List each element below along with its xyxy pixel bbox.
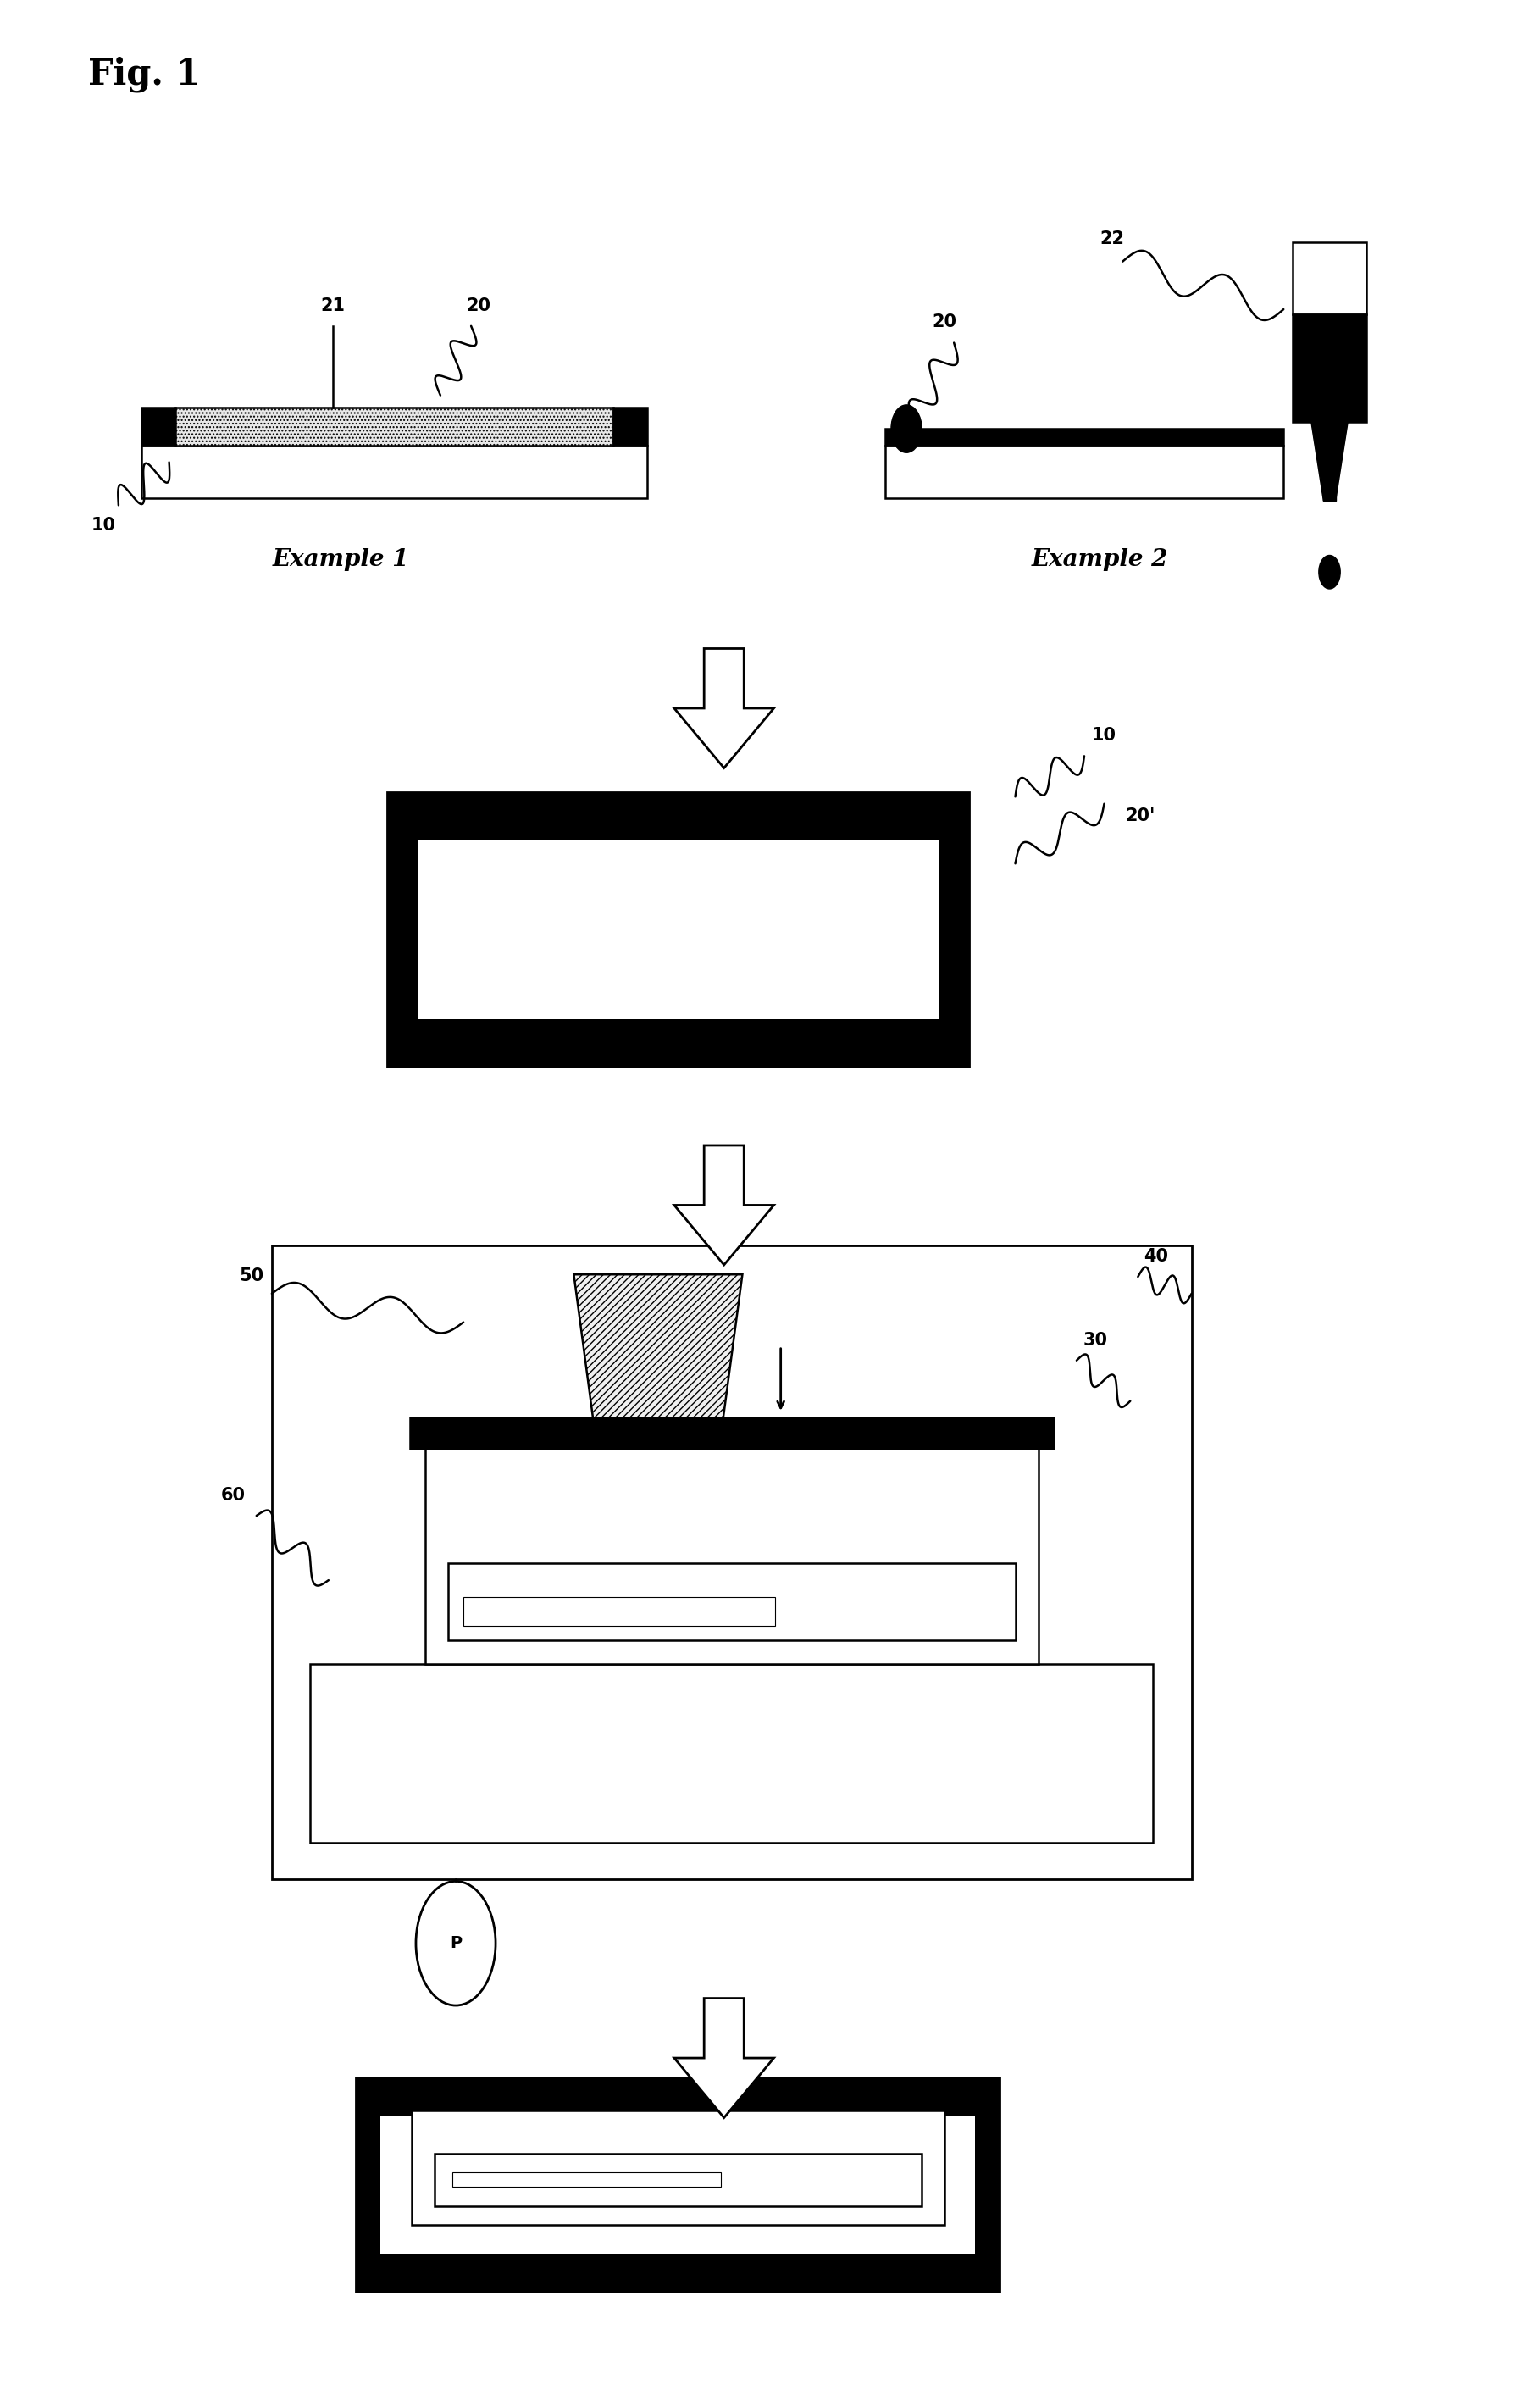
Text: 10: 10 bbox=[1092, 726, 1116, 745]
Bar bbox=[356, 2077, 999, 2293]
Circle shape bbox=[416, 1881, 496, 2005]
Polygon shape bbox=[675, 1145, 773, 1265]
Polygon shape bbox=[453, 2173, 721, 2188]
Bar bbox=[142, 407, 176, 446]
Text: 21: 21 bbox=[320, 297, 345, 314]
Bar bbox=[380, 2116, 975, 2255]
Bar bbox=[434, 2154, 922, 2207]
Bar bbox=[387, 793, 969, 1066]
Text: 22: 22 bbox=[1100, 230, 1124, 247]
Text: 20': 20' bbox=[1126, 807, 1155, 824]
Bar bbox=[885, 446, 1283, 498]
Bar bbox=[613, 407, 647, 446]
Bar bbox=[410, 1418, 1053, 1450]
Polygon shape bbox=[1311, 422, 1348, 501]
Polygon shape bbox=[675, 1998, 773, 2118]
Bar bbox=[310, 1663, 1153, 1843]
Bar bbox=[425, 1450, 1038, 1663]
Bar bbox=[176, 407, 613, 446]
Bar bbox=[885, 429, 1283, 446]
Text: P: P bbox=[450, 1936, 462, 1950]
Text: 40: 40 bbox=[1144, 1248, 1169, 1265]
Bar bbox=[464, 1598, 775, 1624]
Text: Example 2: Example 2 bbox=[1032, 549, 1167, 570]
Bar bbox=[1323, 448, 1335, 501]
Circle shape bbox=[892, 405, 922, 453]
Circle shape bbox=[1318, 556, 1340, 589]
Bar bbox=[1292, 314, 1366, 422]
Text: 50: 50 bbox=[240, 1267, 265, 1284]
Bar bbox=[411, 2111, 944, 2226]
Bar bbox=[1292, 242, 1366, 314]
Bar bbox=[142, 446, 647, 498]
Text: Fig. 1: Fig. 1 bbox=[88, 55, 200, 91]
Bar bbox=[417, 839, 938, 1018]
Text: Example 1: Example 1 bbox=[273, 549, 410, 570]
Polygon shape bbox=[675, 649, 773, 769]
Text: 60: 60 bbox=[222, 1488, 246, 1505]
Polygon shape bbox=[574, 1275, 742, 1418]
Text: 20: 20 bbox=[467, 297, 491, 314]
Text: 10: 10 bbox=[91, 518, 115, 534]
Text: 30: 30 bbox=[1083, 1332, 1107, 1349]
Bar bbox=[271, 1246, 1192, 1878]
Text: 20: 20 bbox=[933, 314, 956, 331]
Bar bbox=[448, 1565, 1015, 1639]
